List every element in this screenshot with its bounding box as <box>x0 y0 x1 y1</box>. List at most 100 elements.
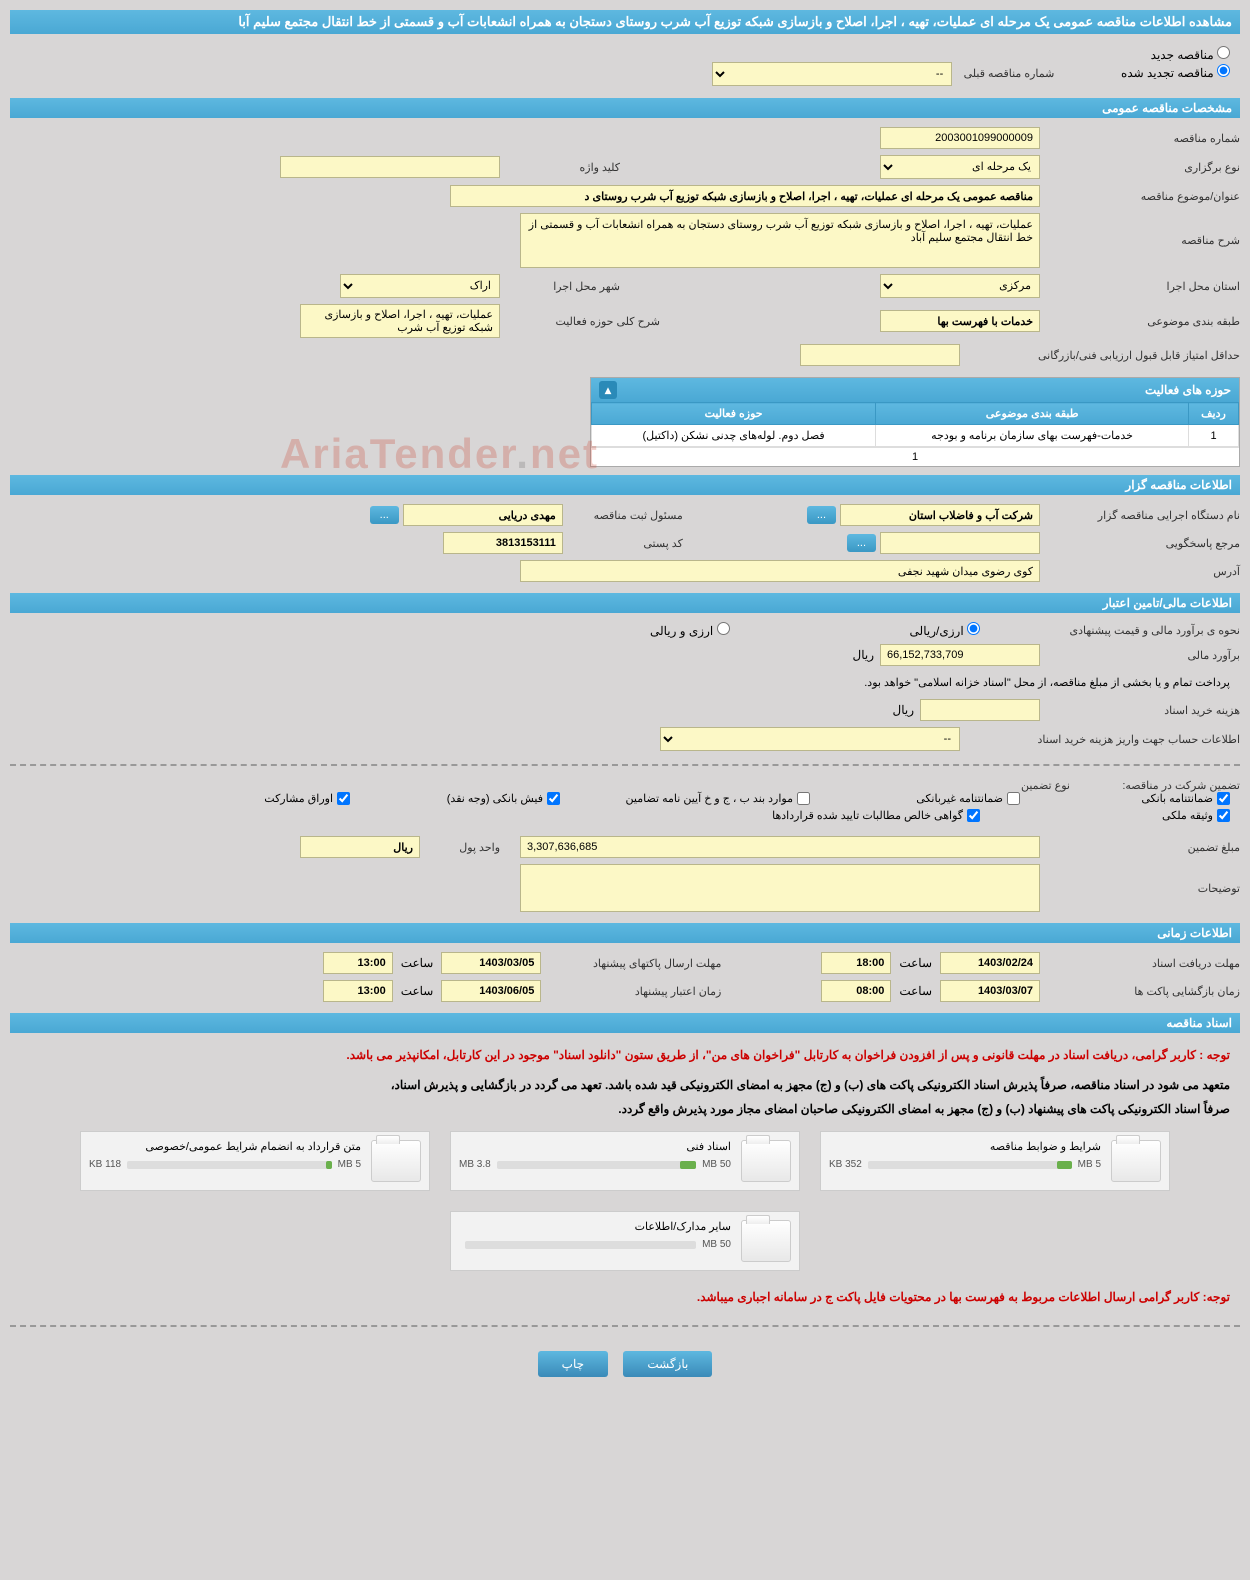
divider <box>10 764 1240 766</box>
notice-2b: صرفاً اسناد الکترونیکی پاکت های پیشنهاد … <box>10 1097 1240 1121</box>
org-label: نام دستگاه اجرایی مناقصه گزار <box>1040 509 1240 522</box>
file-size: 118 KB <box>89 1159 121 1170</box>
register-more-button[interactable]: ... <box>370 506 399 524</box>
back-button[interactable]: بازگشت <box>623 1351 712 1377</box>
file-card-2[interactable]: اسناد فنی 50 MB 3.8 MB <box>450 1131 800 1191</box>
receive-date: 1403/02/24 <box>940 952 1040 974</box>
chk-shares[interactable]: اوراق مشارکت <box>170 792 350 805</box>
estimate-value: 66,152,733,709 <box>880 644 1040 666</box>
min-score-value[interactable] <box>800 344 960 366</box>
section-documents: اسناد مناقصه <box>10 1013 1240 1033</box>
folder-icon <box>741 1220 791 1262</box>
cell-n: 1 <box>1189 425 1239 447</box>
radio-renewed-input[interactable] <box>1217 64 1230 77</box>
province-label: استان محل اجرا <box>1040 280 1240 293</box>
treasury-note: پرداخت تمام و یا بخشی از مبلغ مناقصه، از… <box>854 672 1240 693</box>
file-title: اسناد فنی <box>459 1140 731 1153</box>
file-grid: شرایط و ضوابط مناقصه 5 MB 352 KB اسناد ف… <box>10 1121 1240 1281</box>
radio-both-input[interactable] <box>717 622 730 635</box>
time-label-1: ساعت <box>891 956 940 970</box>
holding-type-label: نوع برگزاری <box>1040 161 1240 174</box>
chk-nonbank[interactable]: ضمانتنامه غیربانکی <box>840 792 1020 805</box>
radio-new-tender[interactable]: مناقصه جدید <box>1151 48 1230 62</box>
responder-label: مرجع پاسخگویی <box>1040 537 1240 550</box>
register-value: مهدی دریایی <box>403 504 563 526</box>
activity-table: ردیف طبقه بندی موضوعی حوزه فعالیت 1 خدما… <box>591 402 1239 447</box>
tender-number-label: شماره مناقصه <box>1040 132 1240 145</box>
guarantee-amount-value: 3,307,636,685 <box>520 836 1040 858</box>
radio-both[interactable]: ارزی و ریالی <box>650 622 730 638</box>
file-card-3[interactable]: متن قرارداد به انضمام شرایط عمومی/خصوصی … <box>80 1131 430 1191</box>
col-field: حوزه فعالیت <box>592 403 876 425</box>
guarantee-checks: ضمانتنامه بانکی ضمانتنامه غیربانکی موارد… <box>10 792 1240 822</box>
org-more-button[interactable]: ... <box>807 506 836 524</box>
validity-date: 1403/06/05 <box>441 980 541 1002</box>
file-cap: 5 MB <box>1078 1159 1101 1170</box>
unit-rial-1: ریال <box>846 648 880 662</box>
col-row: ردیف <box>1189 403 1239 425</box>
open-time: 08:00 <box>821 980 891 1002</box>
receive-label: مهلت دریافت اسناد <box>1040 957 1240 970</box>
holding-type-select[interactable]: یک مرحله ای <box>880 155 1040 179</box>
table-row: 1 خدمات-فهرست بهای سازمان برنامه و بودجه… <box>592 425 1239 447</box>
title-value: مناقصه عمومی یک مرحله ای عملیات، تهیه ، … <box>450 185 1040 207</box>
prev-number-label: شماره مناقصه قبلی <box>956 68 1055 80</box>
responder-value[interactable] <box>880 532 1040 554</box>
explain-value[interactable] <box>520 864 1040 912</box>
cell-field: فصل دوم. لوله‌های چدنی نشکن (داکتیل) <box>592 425 876 447</box>
currency-value: ریال <box>300 836 420 858</box>
tender-number-value: 2003001099000009 <box>880 127 1040 149</box>
time-label-4: ساعت <box>393 984 442 998</box>
city-select[interactable]: اراک <box>340 274 500 298</box>
print-button[interactable]: چاپ <box>538 1351 608 1377</box>
chk-deed[interactable]: وثیقه ملکی <box>1010 809 1230 822</box>
collapse-icon[interactable]: ▴ <box>599 381 617 399</box>
receive-time: 18:00 <box>821 952 891 974</box>
file-size: 3.8 MB <box>459 1159 491 1170</box>
estimate-method-label: نحوه ی برآورد مالی و قیمت پیشنهادی <box>980 624 1240 637</box>
doc-cost-value[interactable] <box>920 699 1040 721</box>
prev-number-select[interactable]: -- <box>712 62 952 86</box>
postal-label: کد پستی <box>563 537 683 550</box>
province-select[interactable]: مرکزی <box>880 274 1040 298</box>
file-title: سایر مدارک/اطلاعات <box>459 1220 731 1233</box>
address-label: آدرس <box>1040 565 1240 578</box>
section-timing: اطلاعات زمانی <box>10 923 1240 943</box>
radio-rial[interactable]: ارزی/ریالی <box>910 622 980 638</box>
cell-class: خدمات-فهرست بهای سازمان برنامه و بودجه <box>876 425 1189 447</box>
chk-claim[interactable]: گواهی خالص مطالبات تایید شده قراردادها <box>720 809 980 822</box>
page-title-bar: مشاهده اطلاعات مناقصه عمومی یک مرحله ای … <box>10 10 1240 34</box>
file-card-1[interactable]: شرایط و ضوابط مناقصه 5 MB 352 KB <box>820 1131 1170 1191</box>
chk-regs[interactable]: موارد بند ب ، ج و خ آیین نامه تضامین <box>590 792 810 805</box>
field-desc-value: عملیات، تهیه ، اجرا، اصلاح و بازسازی شبک… <box>300 304 500 338</box>
file-cap: 5 MB <box>338 1159 361 1170</box>
radio-renewed-label: مناقصه تجدید شده <box>1121 66 1214 80</box>
doc-cost-label: هزینه خرید اسناد <box>1040 704 1240 717</box>
main-container: مشاهده اطلاعات مناقصه عمومی یک مرحله ای … <box>0 0 1250 1401</box>
file-cap: 50 MB <box>702 1239 731 1250</box>
radio-renewed-tender[interactable]: مناقصه تجدید شده <box>1121 66 1230 80</box>
city-label: شهر محل اجرا <box>500 280 620 293</box>
file-size: 352 KB <box>829 1159 862 1170</box>
radio-rial-input[interactable] <box>967 622 980 635</box>
file-title: شرایط و ضوابط مناقصه <box>829 1140 1101 1153</box>
responder-more-button[interactable]: ... <box>847 534 876 552</box>
estimate-label: برآورد مالی <box>1040 649 1240 662</box>
account-select[interactable]: -- <box>660 727 960 751</box>
class-label: طبقه بندی موضوعی <box>1040 315 1240 328</box>
chk-cash[interactable]: فیش بانکی (وجه نقد) <box>380 792 560 805</box>
table-pager[interactable]: 1 <box>591 447 1239 466</box>
guarantee-label: تضمین شرکت در مناقصه: <box>1070 779 1240 792</box>
radio-new-input[interactable] <box>1217 46 1230 59</box>
min-score-label: حداقل امتیاز قابل قبول ارزیابی فنی/بازرگ… <box>960 349 1240 362</box>
guarantee-type-label: نوع تضمین <box>980 779 1070 792</box>
keyword-value[interactable] <box>280 156 500 178</box>
radio-new-label: مناقصه جدید <box>1151 48 1214 62</box>
open-date: 1403/03/07 <box>940 980 1040 1002</box>
title-label: عنوان/موضوع مناقصه <box>1040 190 1240 203</box>
file-card-4[interactable]: سایر مدارک/اطلاعات 50 MB <box>450 1211 800 1271</box>
file-title: متن قرارداد به انضمام شرایط عمومی/خصوصی <box>89 1140 361 1153</box>
file-cap: 50 MB <box>702 1159 731 1170</box>
chk-bank[interactable]: ضمانتنامه بانکی <box>1050 792 1230 805</box>
validity-label: زمان اعتبار پیشنهاد <box>541 985 721 998</box>
